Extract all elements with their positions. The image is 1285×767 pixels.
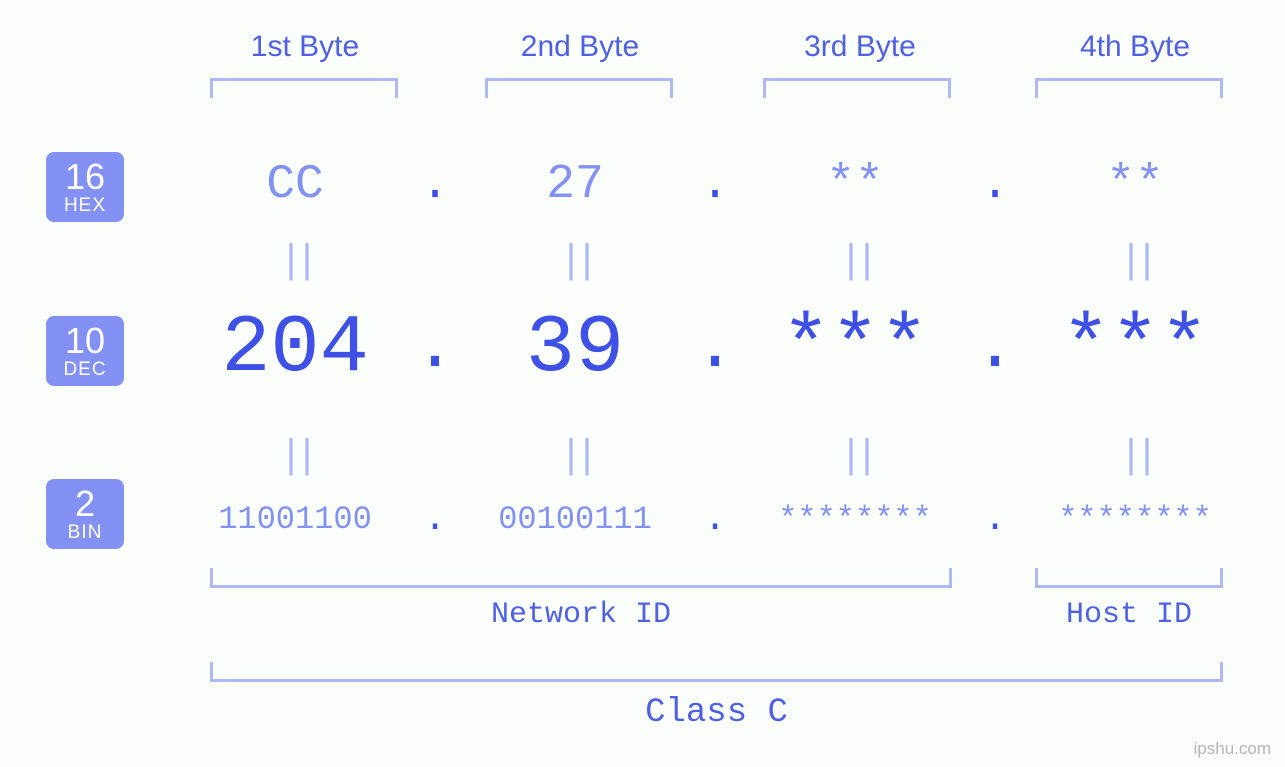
bracket-network-id: [210, 568, 952, 588]
bracket-host-id: [1035, 568, 1223, 588]
label-network-id: Network ID: [210, 598, 952, 632]
equals-icon: ||: [1020, 240, 1250, 285]
dot-icon: .: [410, 158, 460, 212]
bin-row: 11001100 . 00100111 . ******** . *******…: [180, 498, 1250, 541]
base-badge-bin: 2 BIN: [46, 479, 124, 549]
dec-val-4: ***: [1020, 302, 1250, 395]
base-badge-hex: 16 HEX: [46, 152, 124, 222]
byte-header-4: 4th Byte: [1035, 30, 1235, 64]
bin-val-3: ********: [740, 501, 970, 538]
equals-icon: ||: [460, 240, 690, 285]
dot-icon: .: [410, 309, 460, 388]
dot-icon: .: [410, 498, 460, 541]
dot-icon: .: [970, 309, 1020, 388]
equals-row-1: || || || ||: [180, 240, 1250, 285]
base-num-dec: 10: [56, 322, 114, 360]
base-num-bin: 2: [56, 485, 114, 523]
base-label-hex: HEX: [56, 196, 114, 216]
dot-icon: .: [690, 498, 740, 541]
base-label-dec: DEC: [56, 360, 114, 380]
top-bracket-4: [1035, 78, 1223, 98]
top-bracket-3: [763, 78, 951, 98]
top-bracket-2: [485, 78, 673, 98]
hex-val-4: **: [1020, 158, 1250, 212]
dot-icon: .: [690, 309, 740, 388]
dot-icon: .: [690, 158, 740, 212]
base-badge-dec: 10 DEC: [46, 316, 124, 386]
label-class: Class C: [210, 694, 1223, 732]
hex-val-1: CC: [180, 158, 410, 212]
base-num-hex: 16: [56, 158, 114, 196]
byte-header-2: 2nd Byte: [480, 30, 680, 64]
base-label-bin: BIN: [56, 523, 114, 543]
bin-val-4: ********: [1020, 501, 1250, 538]
equals-icon: ||: [740, 240, 970, 285]
dec-val-2: 39: [460, 302, 690, 395]
dot-icon: .: [970, 498, 1020, 541]
byte-header-1: 1st Byte: [205, 30, 405, 64]
dot-icon: .: [970, 158, 1020, 212]
ip-diagram: 1st Byte 2nd Byte 3rd Byte 4th Byte 16 H…: [0, 0, 1285, 767]
bin-val-1: 11001100: [180, 501, 410, 538]
byte-header-3: 3rd Byte: [760, 30, 960, 64]
dec-val-1: 204: [180, 302, 410, 395]
equals-icon: ||: [460, 435, 690, 480]
equals-icon: ||: [180, 435, 410, 480]
hex-val-3: **: [740, 158, 970, 212]
equals-icon: ||: [740, 435, 970, 480]
bracket-class: [210, 662, 1223, 682]
hex-row: CC . 27 . ** . **: [180, 158, 1250, 212]
equals-row-2: || || || ||: [180, 435, 1250, 480]
hex-val-2: 27: [460, 158, 690, 212]
top-bracket-1: [210, 78, 398, 98]
label-host-id: Host ID: [1035, 598, 1223, 632]
equals-icon: ||: [1020, 435, 1250, 480]
equals-icon: ||: [180, 240, 410, 285]
dec-row: 204 . 39 . *** . ***: [180, 302, 1250, 395]
dec-val-3: ***: [740, 302, 970, 395]
bin-val-2: 00100111: [460, 501, 690, 538]
watermark: ipshu.com: [1194, 739, 1271, 759]
